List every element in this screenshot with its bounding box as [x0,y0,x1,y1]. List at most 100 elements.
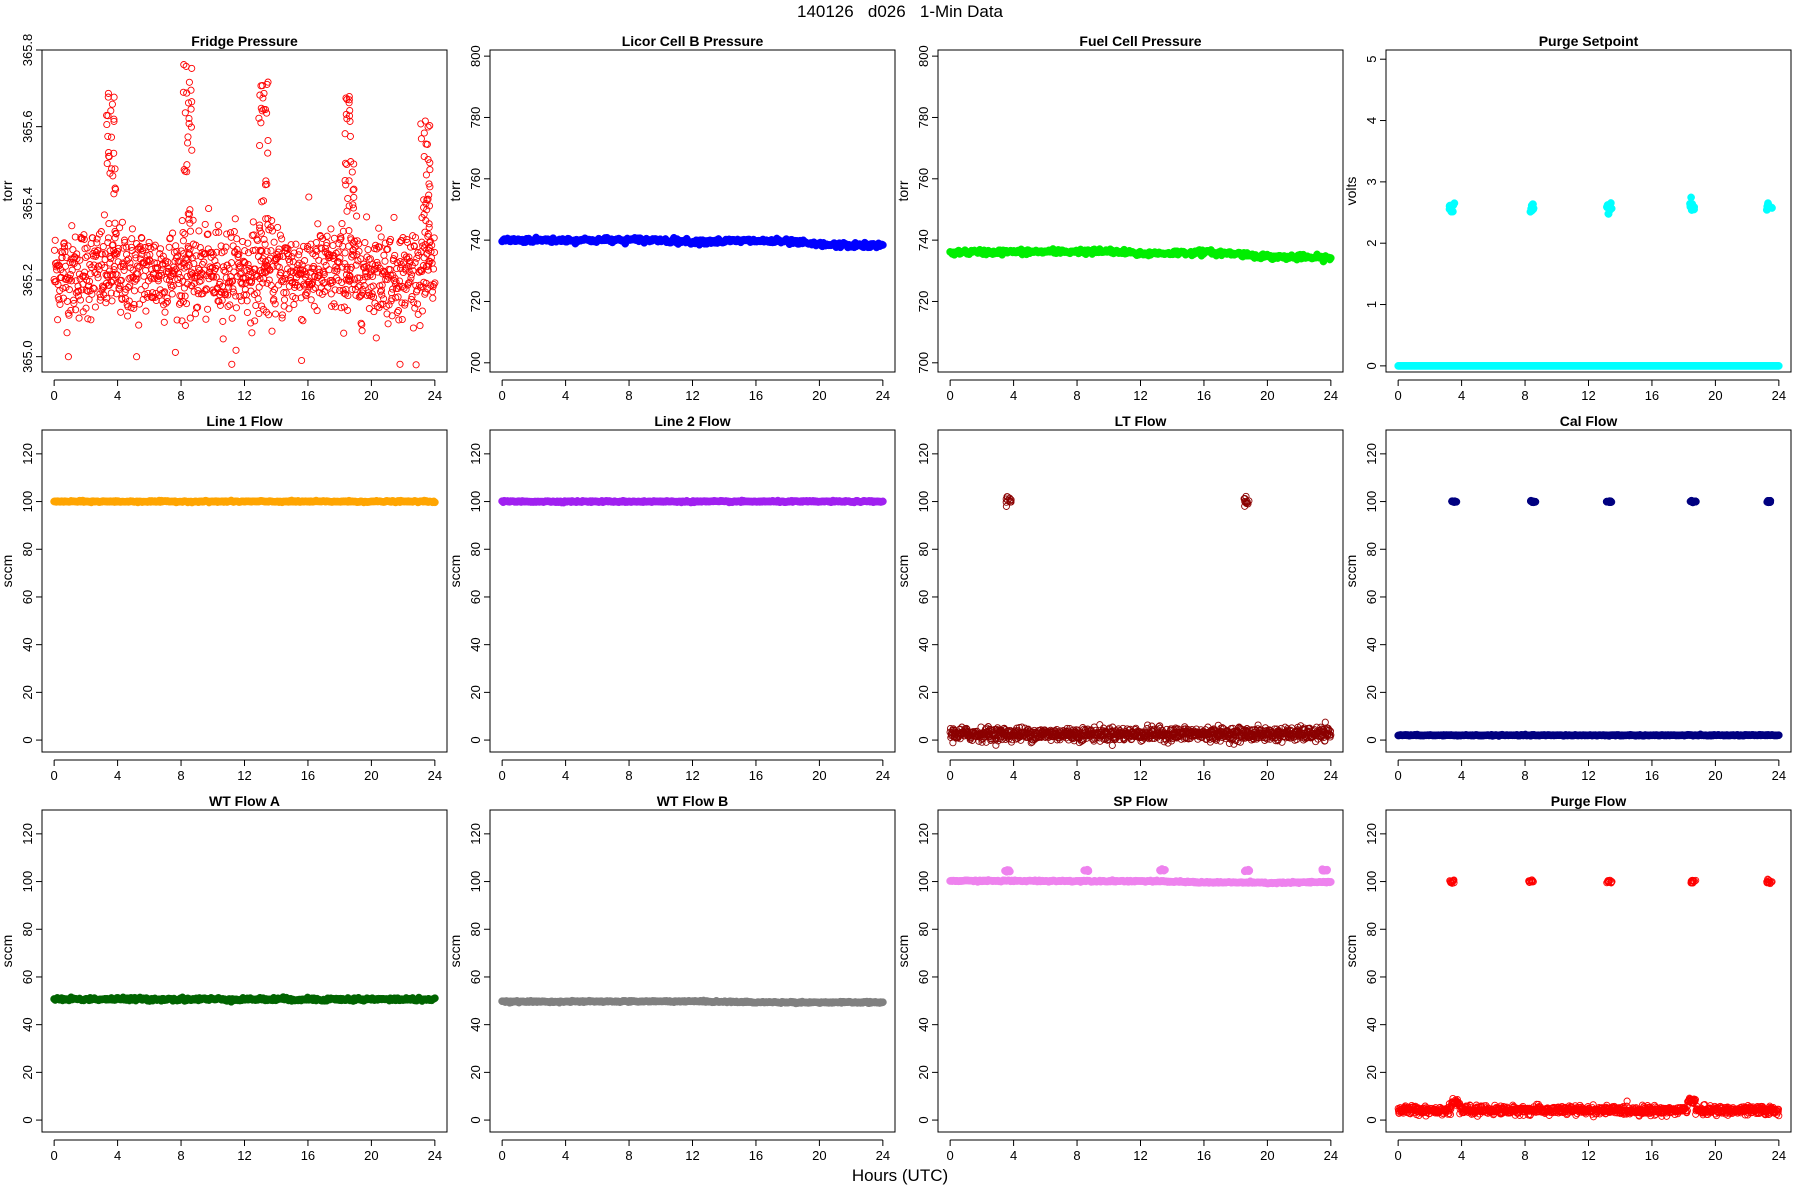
data-point [274,223,282,231]
data-point [295,247,303,255]
y-tick-label: 365.8 [20,34,35,67]
y-tick-label: 80 [1364,542,1379,556]
data-point [301,257,309,265]
data-point [204,245,212,253]
data-point [384,245,392,253]
data-point [68,222,76,230]
data-point [248,329,256,337]
data-point [287,277,295,285]
data-point [125,297,133,305]
data-point [93,270,102,278]
data-point [131,251,139,259]
x-tick-label: 8 [177,388,184,403]
data-point [224,291,232,299]
y-tick-label: 20 [468,685,483,699]
data-point [111,184,119,192]
data-point [137,245,145,253]
data-point [290,249,298,257]
data-point [178,217,186,225]
data-point [329,241,337,250]
data-point [104,112,112,120]
x-tick-label: 0 [1395,768,1402,783]
data-point [260,235,268,244]
data-point [327,290,335,298]
data-point [358,327,366,335]
data-point [251,317,259,325]
data-point [248,277,256,285]
data-point [151,293,159,301]
data-point [404,262,412,270]
y-tick-label: 740 [916,229,931,251]
data-point [252,301,260,310]
data-point [252,273,261,281]
data-point [163,294,171,302]
data-point [170,270,178,278]
data-point [258,82,266,90]
y-tick-label: 4 [1364,117,1379,124]
data-point [182,62,190,70]
data-point [108,165,116,173]
x-tick-label: 24 [1772,768,1786,783]
data-point [282,289,290,297]
data-point [344,306,352,314]
data-point [407,274,415,282]
data-point [195,278,203,286]
y-tick-label: 60 [468,590,483,604]
chart-title: Line 1 Flow [206,413,282,429]
data-point [235,262,244,270]
data-point [362,262,370,270]
data-point [259,197,268,205]
x-tick-label: 24 [1772,388,1786,403]
data-point [357,255,365,263]
data-point [185,114,193,123]
y-tick-label: 760 [916,168,931,190]
data-point [188,98,196,106]
x-tick-label: 12 [237,768,251,783]
data-point [244,249,253,257]
y-tick-label: 120 [468,443,483,465]
data-point [70,299,78,307]
data-point [192,304,201,312]
y-axis-label: sccm [895,555,911,588]
data-point [121,238,129,246]
data-point [307,296,315,304]
data-point [98,250,106,258]
data-point [80,231,88,239]
data-point [233,245,241,253]
data-point [223,230,231,238]
data-point [120,236,129,244]
data-point [196,243,204,252]
data-point [64,353,72,361]
y-axis-label: torr [895,180,911,201]
data-point [185,215,193,223]
y-tick-label: 0 [1364,736,1379,743]
data-point [120,266,128,274]
data-point [340,289,348,297]
x-tick-label: 12 [237,1148,251,1163]
data-point [402,285,410,293]
x-tick-label: 8 [1521,768,1528,783]
data-point [347,158,355,166]
data-point [104,234,113,242]
y-tick-label: 0 [1364,362,1379,369]
data-point [73,250,81,258]
data-point [346,117,354,125]
data-point [62,262,70,270]
data-point [132,254,140,262]
data-point [418,307,426,315]
data-point [255,114,263,122]
data-point [1602,497,1611,506]
data-point [280,289,288,297]
x-tick-label: 24 [1324,768,1338,783]
data-point [255,309,263,318]
x-tick-label: 24 [428,388,442,403]
data-point [376,288,385,296]
y-tick-label: 20 [20,1065,35,1079]
data-point [128,235,136,243]
data-point [1774,731,1783,740]
data-point [186,219,194,227]
data-point [107,133,116,141]
y-tick-label: 80 [20,542,35,556]
data-point [212,228,220,236]
